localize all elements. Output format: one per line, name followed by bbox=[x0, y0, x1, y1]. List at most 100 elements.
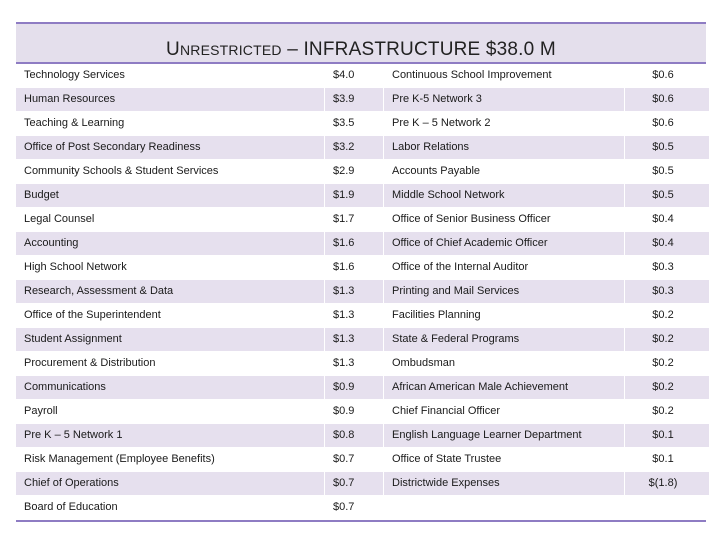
left-name-cell: Board of Education bbox=[16, 495, 325, 520]
left-amount-cell: $3.9 bbox=[324, 87, 384, 112]
right-amount-cell: $0.4 bbox=[624, 207, 709, 232]
right-amount-cell: $0.5 bbox=[624, 183, 709, 208]
left-name-cell: Accounting bbox=[16, 231, 325, 256]
left-name-cell: Office of Post Secondary Readiness bbox=[16, 135, 325, 160]
left-amount-cell: $0.7 bbox=[324, 447, 384, 472]
left-name-cell: Office of the Superintendent bbox=[16, 303, 325, 328]
left-name-cell: Legal Counsel bbox=[16, 207, 325, 232]
left-name-cell: Procurement & Distribution bbox=[16, 351, 325, 376]
left-amount-cell: $1.3 bbox=[324, 327, 384, 352]
right-amount-cell: $0.2 bbox=[624, 351, 709, 376]
right-name-cell: Ombudsman bbox=[383, 351, 625, 376]
right-name-cell: State & Federal Programs bbox=[383, 327, 625, 352]
right-name-cell: Office of the Internal Auditor bbox=[383, 255, 625, 280]
budget-table: UNRESTRICTED – INFRASTRUCTURE $38.0 M Te… bbox=[16, 22, 709, 522]
table-title-row: UNRESTRICTED – INFRASTRUCTURE $38.0 M bbox=[16, 22, 706, 64]
right-name-cell: Continuous School Improvement bbox=[383, 64, 625, 88]
table-row: Procurement & Distribution $1.3 Ombudsman $… bbox=[16, 351, 709, 376]
table-row: Teaching & Learning $3.5 Pre K – 5 Network… bbox=[16, 111, 709, 136]
right-name-cell: Labor Relations bbox=[383, 135, 625, 160]
title-divider bbox=[16, 62, 706, 64]
table-row: Payroll $0.9 Chief Financial Officer $0.2 bbox=[16, 399, 709, 424]
right-amount-cell: $0.5 bbox=[624, 135, 709, 160]
table-row: Research, Assessment & Data $1.3 Printing … bbox=[16, 279, 709, 304]
right-amount-cell bbox=[624, 495, 709, 520]
table-row: Technology Services $4.0 Continuous School… bbox=[16, 64, 709, 88]
table-row: High School Network $1.6 Office of the Int… bbox=[16, 255, 709, 280]
table-row: Office of Post Secondary Readiness $3.2 La… bbox=[16, 135, 709, 160]
right-amount-cell: $0.1 bbox=[624, 423, 709, 448]
table-row: Student Assignment $1.3 State & Federal Pr… bbox=[16, 327, 709, 352]
right-amount-cell: $0.2 bbox=[624, 375, 709, 400]
table-row: Legal Counsel $1.7 Office of Senior Busine… bbox=[16, 207, 709, 232]
left-name-cell: Budget bbox=[16, 183, 325, 208]
right-name-cell: Facilities Planning bbox=[383, 303, 625, 328]
left-name-cell: Technology Services bbox=[16, 64, 325, 88]
left-amount-cell: $1.6 bbox=[324, 255, 384, 280]
left-name-cell: Research, Assessment & Data bbox=[16, 279, 325, 304]
left-name-cell: Chief of Operations bbox=[16, 471, 325, 496]
right-amount-cell: $0.2 bbox=[624, 303, 709, 328]
right-name-cell: Printing and Mail Services bbox=[383, 279, 625, 304]
right-amount-cell: $(1.8) bbox=[624, 471, 709, 496]
table-row: Budget $1.9 Middle School Network $0.5 bbox=[16, 183, 709, 208]
right-name-cell: Office of Chief Academic Officer bbox=[383, 231, 625, 256]
left-amount-cell: $0.8 bbox=[324, 423, 384, 448]
right-name-cell: Accounts Payable bbox=[383, 159, 625, 184]
left-name-cell: Student Assignment bbox=[16, 327, 325, 352]
table-row: Chief of Operations $0.7 Districtwide Expe… bbox=[16, 471, 709, 496]
right-name-cell: Chief Financial Officer bbox=[383, 399, 625, 424]
right-amount-cell: $0.1 bbox=[624, 447, 709, 472]
left-name-cell: Payroll bbox=[16, 399, 325, 424]
left-name-cell: Pre K – 5 Network 1 bbox=[16, 423, 325, 448]
right-amount-cell: $0.6 bbox=[624, 64, 709, 88]
left-name-cell: Teaching & Learning bbox=[16, 111, 325, 136]
right-amount-cell: $0.6 bbox=[624, 111, 709, 136]
right-name-cell: Office of State Trustee bbox=[383, 447, 625, 472]
right-name-cell: Pre K-5 Network 3 bbox=[383, 87, 625, 112]
right-amount-cell: $0.6 bbox=[624, 87, 709, 112]
left-amount-cell: $1.3 bbox=[324, 351, 384, 376]
right-amount-cell: $0.4 bbox=[624, 231, 709, 256]
bottom-divider bbox=[16, 520, 706, 522]
table-row: Board of Education $0.7 bbox=[16, 495, 709, 520]
right-amount-cell: $0.2 bbox=[624, 327, 709, 352]
table-row: Accounting $1.6 Office of Chief Academic O… bbox=[16, 231, 709, 256]
right-name-cell bbox=[383, 495, 625, 520]
left-name-cell: Human Resources bbox=[16, 87, 325, 112]
left-name-cell: Communications bbox=[16, 375, 325, 400]
left-amount-cell: $1.3 bbox=[324, 279, 384, 304]
left-amount-cell: $0.9 bbox=[324, 375, 384, 400]
table-row: Pre K – 5 Network 1 $0.8 English Language … bbox=[16, 423, 709, 448]
table-row: Risk Management (Employee Benefits) $0.7 O… bbox=[16, 447, 709, 472]
right-name-cell: Districtwide Expenses bbox=[383, 471, 625, 496]
table-row: Human Resources $3.9 Pre K-5 Network 3 $0.6 bbox=[16, 87, 709, 112]
table-row: Communications $0.9 African American Male … bbox=[16, 375, 709, 400]
left-amount-cell: $2.9 bbox=[324, 159, 384, 184]
right-name-cell: English Language Learner Department bbox=[383, 423, 625, 448]
left-amount-cell: $1.6 bbox=[324, 231, 384, 256]
left-amount-cell: $3.5 bbox=[324, 111, 384, 136]
right-amount-cell: $0.5 bbox=[624, 159, 709, 184]
table-row: Office of the Superintendent $1.3 Faciliti… bbox=[16, 303, 709, 328]
left-amount-cell: $0.7 bbox=[324, 495, 384, 520]
right-name-cell: African American Male Achievement bbox=[383, 375, 625, 400]
budget-rows: Technology Services $4.0 Continuous School… bbox=[16, 64, 709, 520]
right-name-cell: Middle School Network bbox=[383, 183, 625, 208]
left-amount-cell: $1.9 bbox=[324, 183, 384, 208]
right-amount-cell: $0.3 bbox=[624, 255, 709, 280]
left-amount-cell: $0.7 bbox=[324, 471, 384, 496]
left-amount-cell: $1.7 bbox=[324, 207, 384, 232]
right-amount-cell: $0.2 bbox=[624, 399, 709, 424]
left-amount-cell: $4.0 bbox=[324, 64, 384, 88]
left-name-cell: Risk Management (Employee Benefits) bbox=[16, 447, 325, 472]
table-row: Community Schools & Student Services $2.9… bbox=[16, 159, 709, 184]
left-amount-cell: $0.9 bbox=[324, 399, 384, 424]
right-amount-cell: $0.3 bbox=[624, 279, 709, 304]
right-name-cell: Office of Senior Business Officer bbox=[383, 207, 625, 232]
left-name-cell: Community Schools & Student Services bbox=[16, 159, 325, 184]
left-amount-cell: $3.2 bbox=[324, 135, 384, 160]
table-title: UNRESTRICTED – INFRASTRUCTURE $38.0 M bbox=[166, 39, 556, 60]
left-name-cell: High School Network bbox=[16, 255, 325, 280]
